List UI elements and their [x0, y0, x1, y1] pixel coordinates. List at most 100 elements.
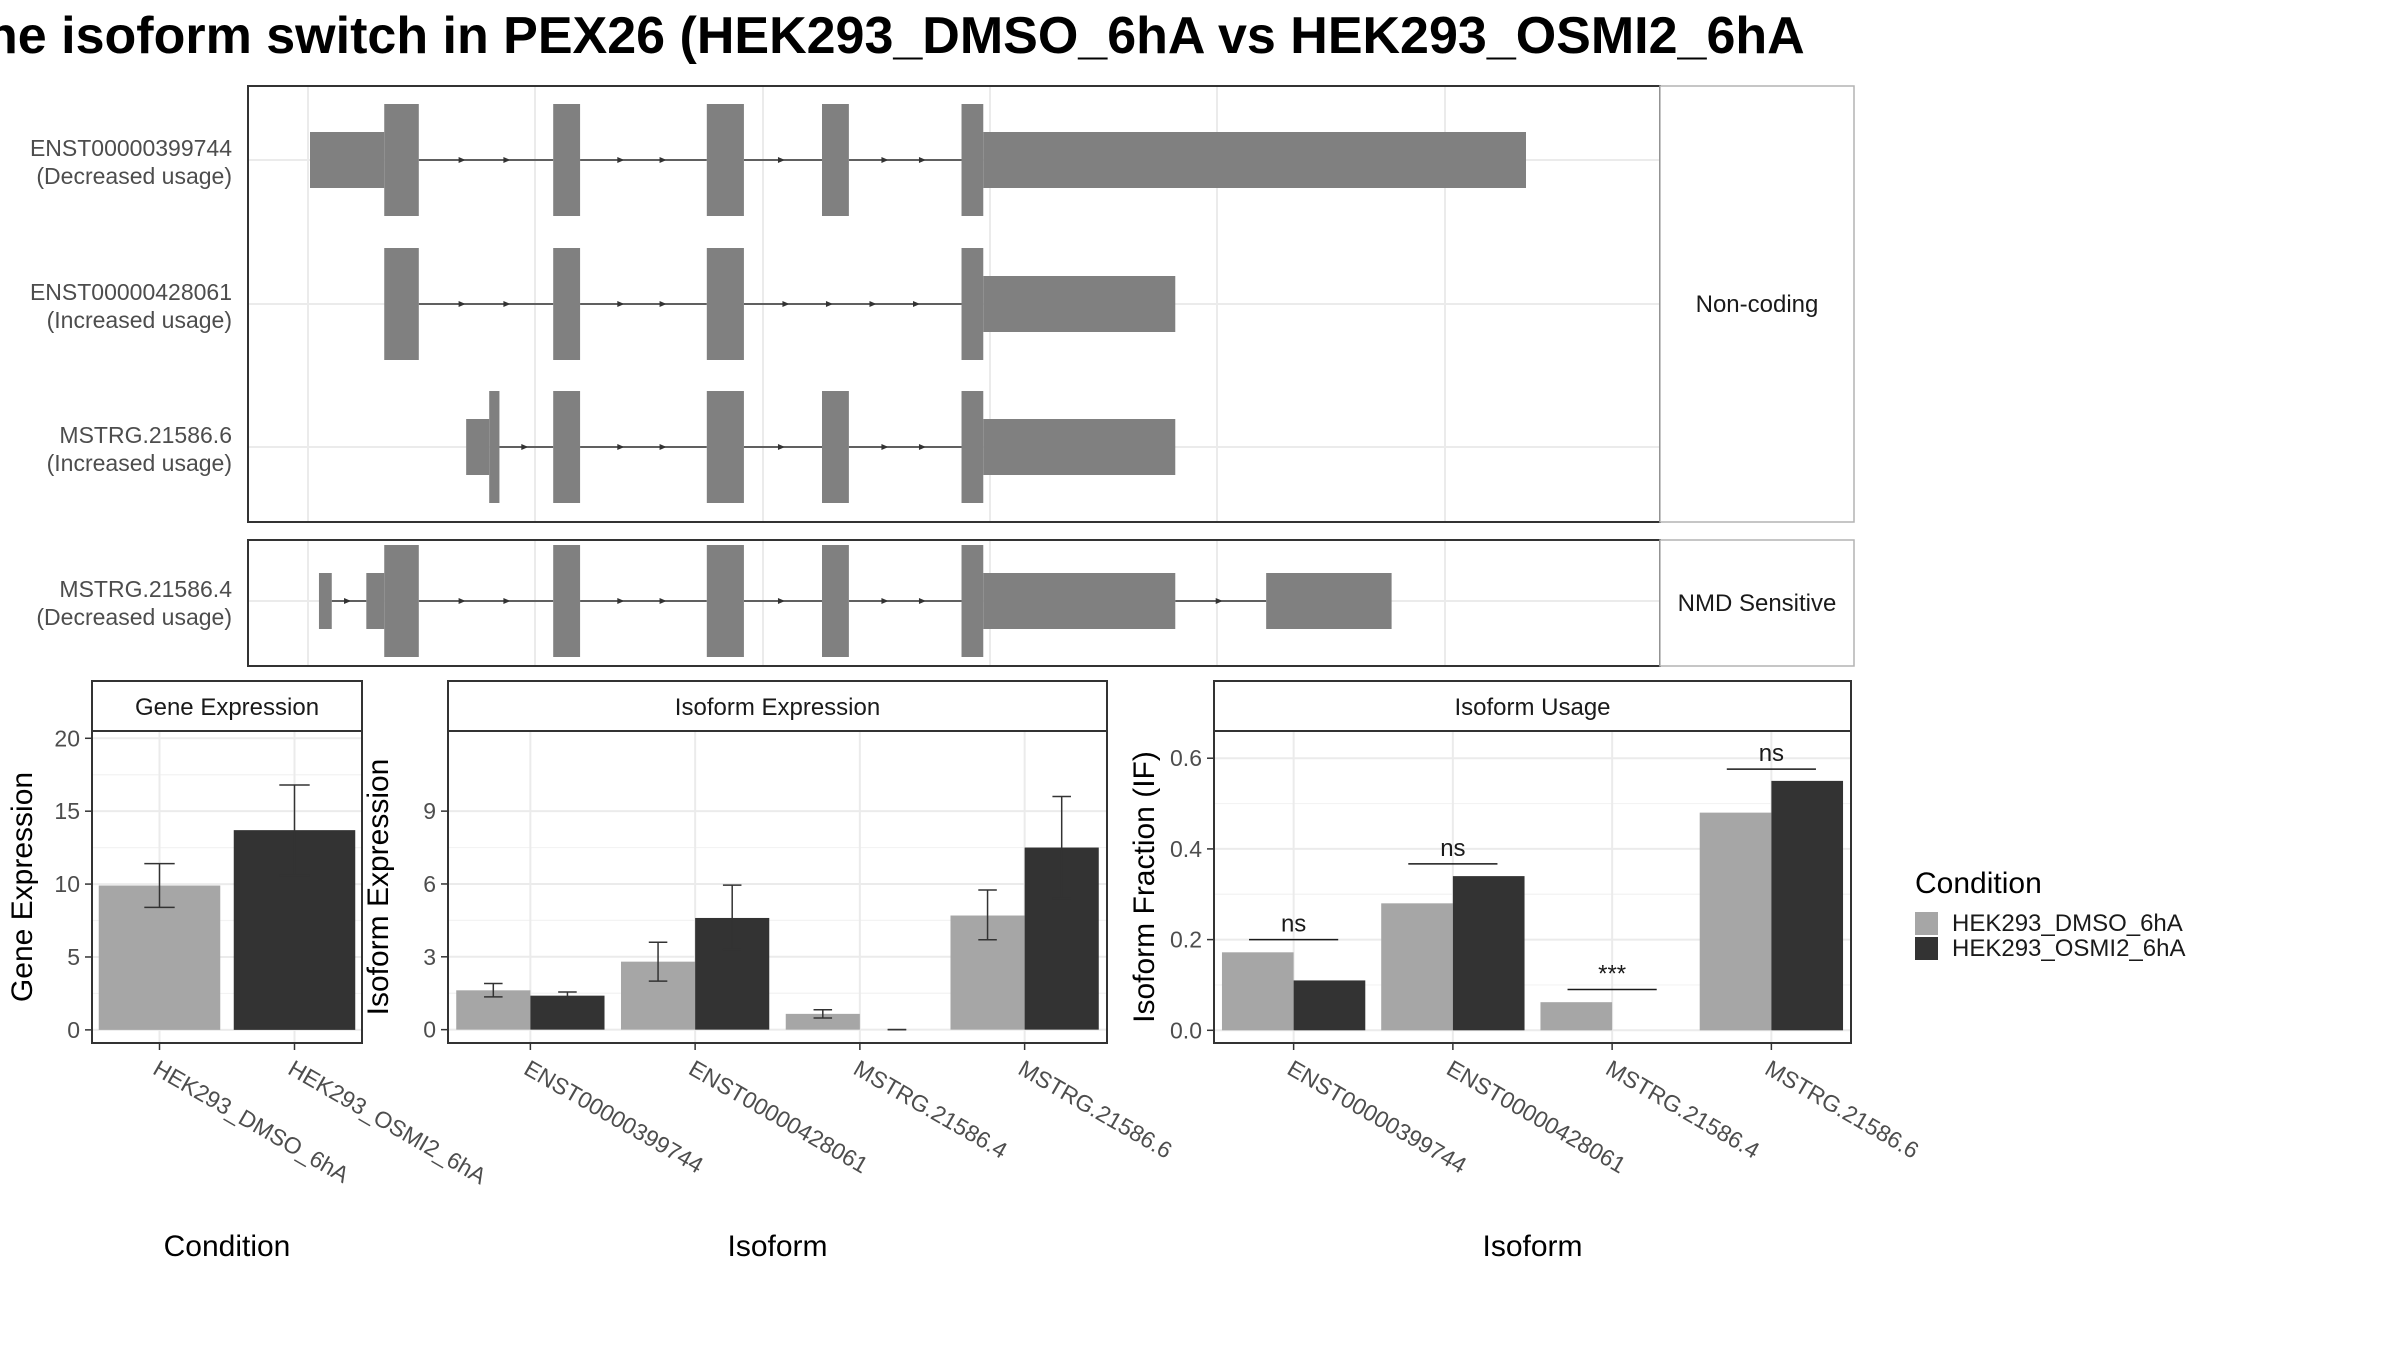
- exon-cds: [553, 391, 581, 503]
- exon-cds: [961, 248, 984, 360]
- intron-arrow: [659, 598, 667, 604]
- bar: [785, 1013, 860, 1030]
- significance-label: ***: [1598, 960, 1626, 987]
- intron-arrow: [1215, 598, 1223, 604]
- exon-utr: [318, 573, 332, 629]
- y-tick-label: 5: [67, 944, 80, 970]
- significance-label: ns: [1281, 911, 1306, 938]
- legend-swatch: [1915, 937, 1938, 960]
- intron-arrow: [869, 301, 877, 307]
- exon-cds: [384, 545, 419, 657]
- x-tick-label: MSTRG.21586.6: [1761, 1055, 1923, 1164]
- y-tick-label: 0.2: [1170, 927, 1202, 953]
- y-axis-title: Gene Expression: [6, 772, 39, 1002]
- bar: [530, 995, 605, 1030]
- legend-title: Condition: [1915, 867, 2042, 900]
- significance-label: ns: [1759, 740, 1784, 767]
- intron-arrow: [782, 301, 790, 307]
- panel-strip-title: Isoform Usage: [1454, 694, 1610, 721]
- intron-arrow: [881, 598, 889, 604]
- bar: [1540, 1002, 1613, 1031]
- exon-utr: [983, 132, 1526, 188]
- transcript-usage-label: (Decreased usage): [36, 163, 232, 189]
- transcript-usage-label: (Decreased usage): [36, 604, 232, 630]
- x-tick-label: MSTRG.21586.4: [1602, 1055, 1765, 1164]
- intron-arrow: [881, 157, 889, 163]
- bar: [1221, 952, 1294, 1031]
- gene-panel-0: Non-coding ENST00000399744(Decreased usag…: [30, 85, 1855, 523]
- y-tick-label: 0: [423, 1017, 436, 1043]
- exon-utr: [983, 419, 1176, 475]
- x-axis-title: Isoform: [1482, 1230, 1582, 1263]
- intron-arrow: [617, 444, 625, 450]
- intron-arrow: [503, 598, 511, 604]
- x-tick-label: MSTRG.21586.6: [1014, 1055, 1176, 1164]
- intron-arrow: [617, 301, 625, 307]
- intron-arrow: [918, 598, 926, 604]
- legend-item-label: HEK293_OSMI2_6hA: [1952, 935, 2185, 962]
- transcript-id-label: MSTRG.21586.4: [59, 576, 232, 602]
- panel-strip-title: Gene Expression: [135, 694, 319, 721]
- intron-arrow: [918, 157, 926, 163]
- exon-utr: [310, 132, 385, 188]
- y-tick-label: 20: [54, 725, 80, 751]
- exon-cds: [553, 248, 581, 360]
- panel-strip: [1213, 680, 1852, 732]
- y-tick-label: 10: [54, 871, 80, 897]
- exon-utr: [1266, 573, 1392, 629]
- transcript-MSTRG.21586.4: MSTRG.21586.4(Decreased usage): [36, 545, 1392, 657]
- intron-arrow: [458, 157, 466, 163]
- significance-label: ns: [1440, 835, 1465, 862]
- exon-cds: [706, 391, 744, 503]
- x-tick-label: ENST00000428061: [1442, 1055, 1630, 1179]
- transcript-id-label: MSTRG.21586.6: [59, 422, 232, 448]
- bar: [1771, 780, 1844, 1031]
- y-tick-label: 15: [54, 798, 80, 824]
- exon-cds: [553, 545, 581, 657]
- intron-arrow: [458, 598, 466, 604]
- transcript-id-label: ENST00000428061: [30, 279, 232, 305]
- y-tick-label: 6: [423, 871, 436, 897]
- y-tick-label: 0.0: [1170, 1017, 1202, 1043]
- exon-cds: [961, 391, 984, 503]
- intron-arrow: [881, 444, 889, 450]
- exon-cds: [384, 248, 419, 360]
- exon-cds: [822, 391, 849, 503]
- exon-utr: [983, 573, 1176, 629]
- panel-strip-title: Isoform Expression: [675, 694, 880, 721]
- transcript-id-label: ENST00000399744: [30, 135, 232, 161]
- x-tick-label: ENST00000399744: [520, 1055, 708, 1179]
- intron-arrow: [659, 157, 667, 163]
- y-axis-title: Isoform Fraction (IF): [1128, 751, 1161, 1023]
- y-tick-label: 9: [423, 798, 436, 824]
- exon-cds: [706, 104, 744, 216]
- bar: [1381, 903, 1453, 1031]
- exon-utr: [983, 276, 1176, 332]
- panel-strip: [91, 680, 363, 732]
- transcript-MSTRG.21586.6: MSTRG.21586.6(Increased usage): [47, 391, 1176, 503]
- exon-utr: [366, 573, 385, 629]
- intron-arrow: [503, 157, 511, 163]
- transcript-ENST00000399744: ENST00000399744(Decreased usage): [30, 104, 1526, 216]
- gene-panel-1: NMD Sensitive MSTRG.21586.4(Decreased usa…: [36, 539, 1855, 667]
- intron-arrow: [458, 301, 466, 307]
- gene-group-label: NMD Sensitive: [1678, 590, 1837, 617]
- exon-cds: [553, 104, 581, 216]
- exon-cds: [706, 545, 744, 657]
- gene-group-label: Non-coding: [1696, 291, 1819, 318]
- gene-panel-strip: [1659, 85, 1855, 523]
- bar: [1293, 980, 1366, 1031]
- intron-arrow: [913, 301, 920, 307]
- bar-panel-2: ns ns *** ns Isoform Usage 0.0 0.2 0.4 0.6 ENST00…: [1128, 680, 1923, 1263]
- transcript-usage-label: (Increased usage): [47, 307, 232, 333]
- y-tick-label: 3: [423, 944, 436, 970]
- y-axis-title: Isoform Expression: [362, 759, 395, 1016]
- y-tick-label: 0: [67, 1017, 80, 1043]
- intron-arrow: [918, 444, 926, 450]
- exon-cds: [961, 104, 984, 216]
- y-tick-label: 0.6: [1170, 745, 1202, 771]
- intron-arrow: [344, 598, 352, 604]
- exon-utr: [466, 419, 490, 475]
- intron-arrow: [659, 301, 667, 307]
